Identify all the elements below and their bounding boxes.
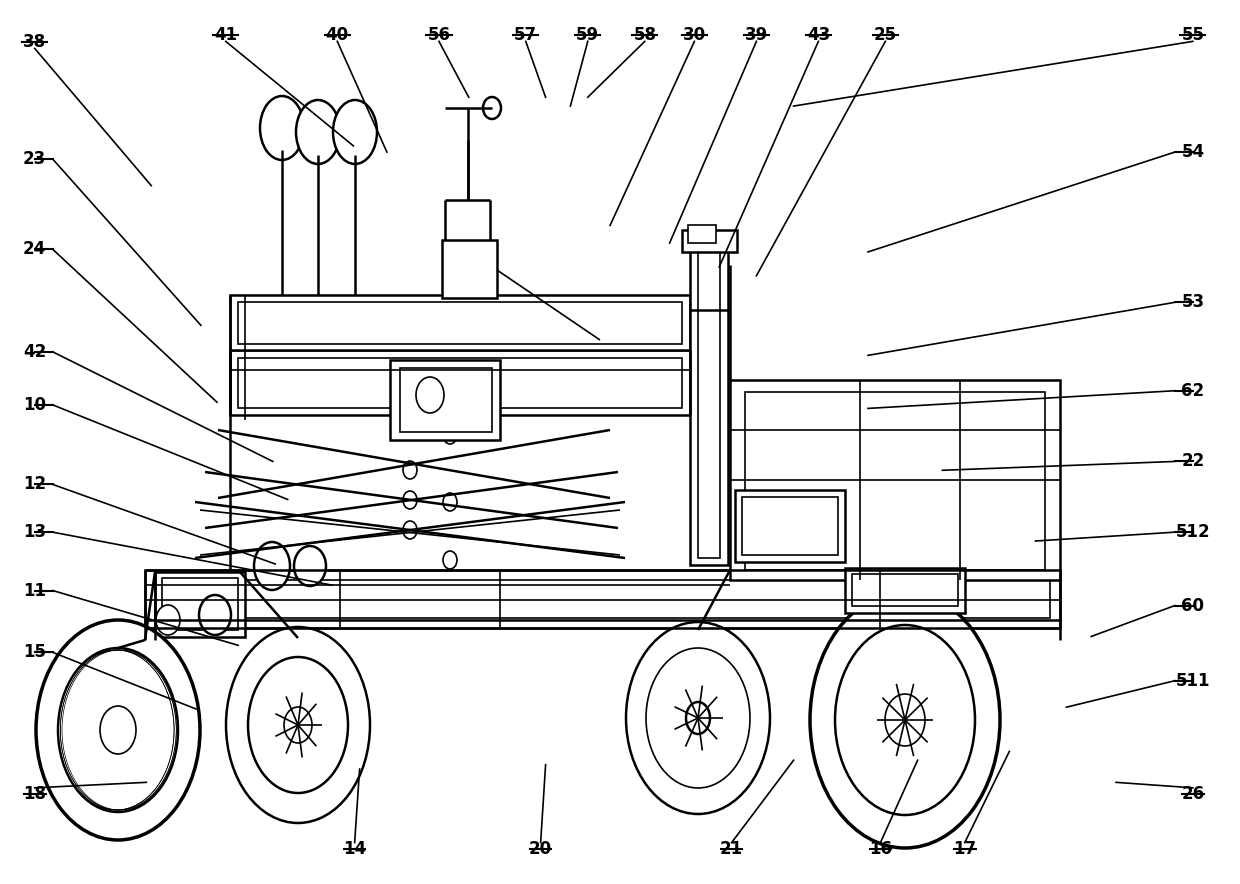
Text: 13: 13	[24, 523, 46, 541]
Text: 12: 12	[24, 476, 46, 493]
Ellipse shape	[646, 648, 750, 788]
Ellipse shape	[810, 592, 999, 848]
Ellipse shape	[198, 595, 231, 635]
Text: 512: 512	[1176, 523, 1210, 541]
Ellipse shape	[484, 97, 501, 119]
Ellipse shape	[686, 702, 711, 734]
Ellipse shape	[885, 694, 925, 746]
Text: 57: 57	[515, 27, 537, 44]
Bar	[689, 235, 728, 565]
Text: 22: 22	[1182, 453, 1204, 470]
Bar	[735, 490, 844, 562]
Bar	[238, 302, 682, 344]
Text: 62: 62	[1182, 382, 1204, 400]
Ellipse shape	[443, 426, 458, 444]
Text: 23: 23	[24, 150, 46, 168]
Text: 40: 40	[326, 27, 348, 44]
Text: 39: 39	[745, 27, 768, 44]
Text: 54: 54	[1182, 143, 1204, 161]
Bar	[682, 230, 737, 252]
Ellipse shape	[36, 620, 200, 840]
Ellipse shape	[443, 551, 458, 569]
Bar	[145, 570, 1060, 628]
Ellipse shape	[294, 546, 326, 586]
Bar	[162, 578, 238, 630]
Text: 42: 42	[24, 343, 46, 361]
Ellipse shape	[403, 461, 417, 479]
Bar	[730, 380, 1060, 580]
Text: 511: 511	[1176, 672, 1210, 690]
Text: 60: 60	[1182, 597, 1204, 614]
Bar	[401, 368, 492, 432]
Text: 55: 55	[1182, 27, 1204, 44]
Ellipse shape	[226, 627, 370, 823]
Ellipse shape	[403, 491, 417, 509]
Bar	[441, 240, 497, 298]
Text: 24: 24	[24, 240, 46, 258]
Text: 15: 15	[24, 644, 46, 661]
Ellipse shape	[156, 605, 180, 635]
Ellipse shape	[248, 657, 348, 793]
Ellipse shape	[260, 96, 304, 160]
Text: 38: 38	[24, 34, 46, 51]
Ellipse shape	[100, 706, 136, 754]
Text: 41: 41	[215, 27, 237, 44]
Text: 18: 18	[24, 785, 46, 803]
Bar	[155, 572, 246, 637]
Text: 58: 58	[634, 27, 656, 44]
Bar	[852, 574, 959, 606]
Text: 56: 56	[428, 27, 450, 44]
Bar	[844, 568, 965, 613]
Ellipse shape	[254, 542, 290, 590]
Text: 43: 43	[807, 27, 830, 44]
Text: 59: 59	[577, 27, 599, 44]
Text: 10: 10	[24, 396, 46, 414]
Ellipse shape	[443, 493, 458, 511]
Ellipse shape	[626, 622, 770, 814]
Text: 53: 53	[1182, 293, 1204, 311]
Bar	[391, 360, 500, 440]
Bar	[745, 392, 1045, 570]
Bar	[698, 243, 720, 558]
Bar	[229, 295, 689, 350]
Ellipse shape	[296, 100, 340, 164]
Bar	[742, 497, 838, 555]
Ellipse shape	[415, 377, 444, 413]
Bar	[238, 358, 682, 408]
Ellipse shape	[835, 625, 975, 815]
Text: 14: 14	[343, 840, 366, 857]
Bar	[229, 350, 689, 415]
Ellipse shape	[403, 521, 417, 539]
Text: 26: 26	[1182, 785, 1204, 803]
Ellipse shape	[284, 707, 312, 743]
Text: 25: 25	[874, 27, 897, 44]
Text: 11: 11	[24, 582, 46, 599]
Bar	[155, 580, 1050, 618]
Bar	[688, 225, 715, 243]
Ellipse shape	[58, 648, 179, 812]
Text: 17: 17	[954, 840, 976, 857]
Text: 16: 16	[869, 840, 892, 857]
Text: 30: 30	[683, 27, 706, 44]
Text: 21: 21	[720, 840, 743, 857]
Text: 20: 20	[529, 840, 552, 857]
Ellipse shape	[334, 100, 377, 164]
